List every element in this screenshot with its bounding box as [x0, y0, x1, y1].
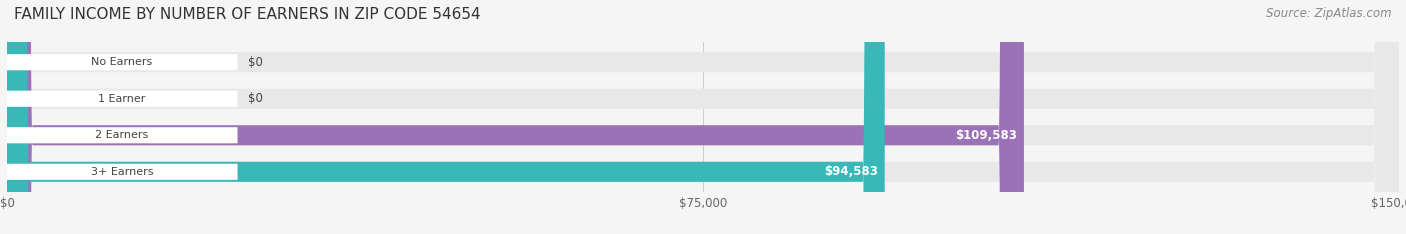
Text: $109,583: $109,583 — [955, 129, 1017, 142]
Text: No Earners: No Earners — [91, 57, 152, 67]
FancyBboxPatch shape — [7, 0, 1399, 234]
FancyBboxPatch shape — [7, 165, 236, 179]
Text: 2 Earners: 2 Earners — [96, 130, 149, 140]
FancyBboxPatch shape — [7, 0, 1399, 234]
FancyBboxPatch shape — [7, 128, 236, 143]
Text: 1 Earner: 1 Earner — [98, 94, 146, 104]
Text: FAMILY INCOME BY NUMBER OF EARNERS IN ZIP CODE 54654: FAMILY INCOME BY NUMBER OF EARNERS IN ZI… — [14, 7, 481, 22]
FancyBboxPatch shape — [7, 55, 236, 69]
Text: $0: $0 — [247, 92, 263, 105]
FancyBboxPatch shape — [7, 0, 1399, 234]
Text: $94,583: $94,583 — [824, 165, 877, 178]
FancyBboxPatch shape — [7, 0, 884, 234]
Text: 3+ Earners: 3+ Earners — [90, 167, 153, 177]
Text: $0: $0 — [247, 56, 263, 69]
FancyBboxPatch shape — [7, 0, 1399, 234]
FancyBboxPatch shape — [7, 0, 1024, 234]
Text: Source: ZipAtlas.com: Source: ZipAtlas.com — [1267, 7, 1392, 20]
FancyBboxPatch shape — [7, 91, 236, 106]
